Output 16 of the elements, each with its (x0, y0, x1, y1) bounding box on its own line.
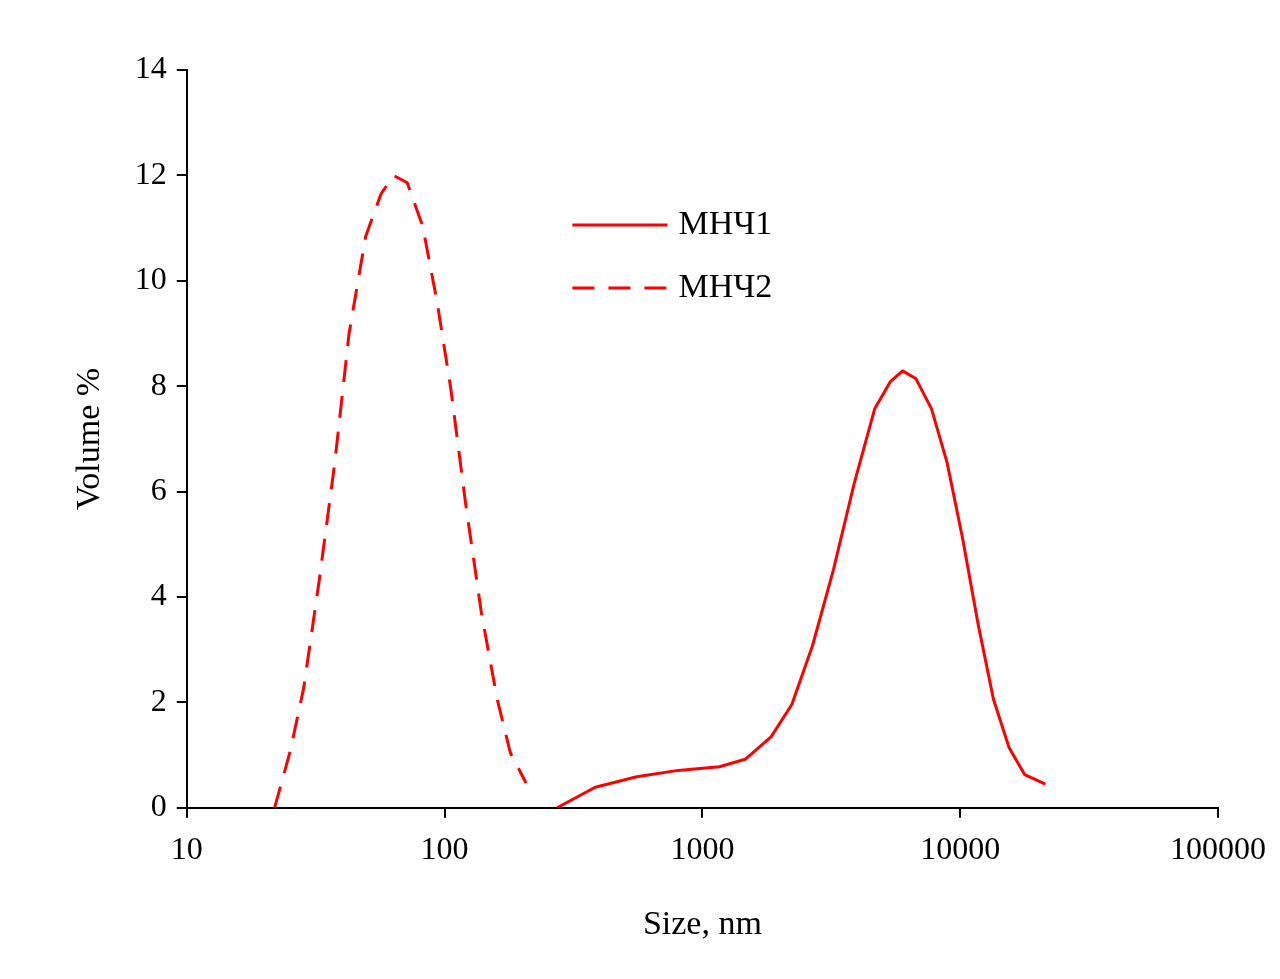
x-tick-label: 10000 (920, 830, 1001, 867)
y-axis-title: Volume % (69, 367, 107, 510)
x-axis-title: Size, nm (642, 903, 762, 941)
x-tick-label: 1000 (670, 830, 735, 867)
y-tick-label: 12 (134, 154, 167, 191)
y-tick-label: 10 (134, 260, 167, 297)
y-tick-label: 2 (150, 681, 167, 718)
y-tick-label: 8 (150, 365, 167, 402)
y-tick-label: 0 (150, 787, 167, 824)
y-tick-label: 6 (150, 471, 167, 508)
y-tick-label: 4 (150, 576, 167, 613)
x-tick-label: 100 (420, 830, 469, 867)
x-tick-label: 100000 (1170, 830, 1266, 867)
legend-label: МНЧ2 (678, 266, 773, 304)
y-tick-label: 14 (134, 49, 167, 86)
legend-label: МНЧ1 (678, 203, 773, 241)
